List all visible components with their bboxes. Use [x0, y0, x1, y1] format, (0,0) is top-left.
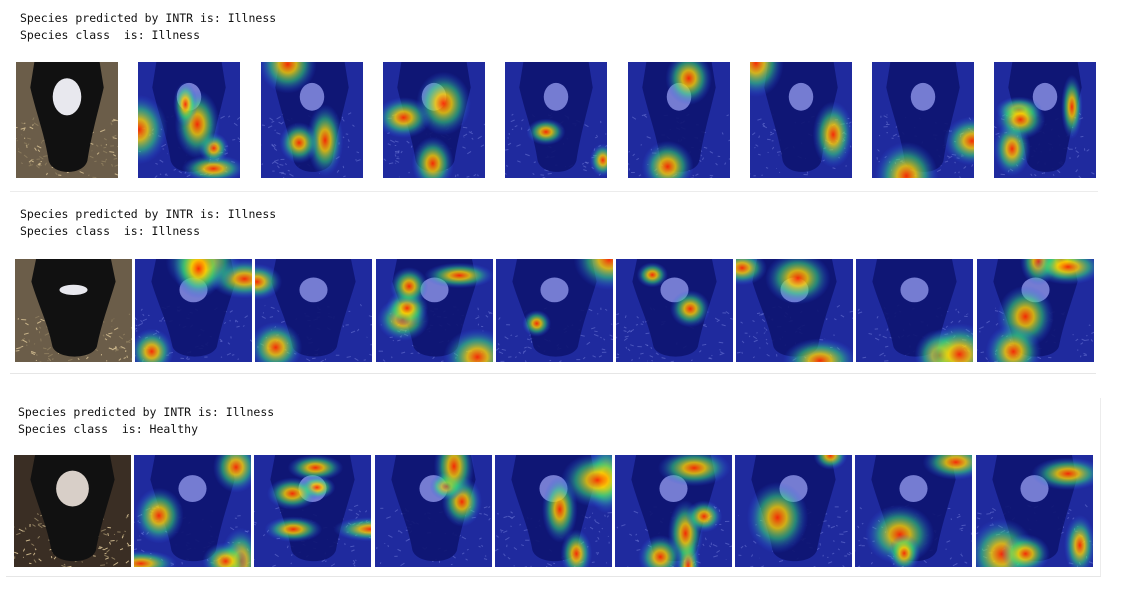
- attention-heatmap-3: [382, 62, 485, 178]
- attention-heatmap-4: [495, 259, 613, 362]
- attention-heatmap-2: [255, 259, 373, 362]
- attention-heatmap-6: [736, 259, 854, 362]
- cow-photo-original: [15, 259, 132, 362]
- attention-heatmap-2: [254, 455, 372, 567]
- attention-heatmap-2: [260, 62, 363, 178]
- attention-heatmap-6: [735, 455, 853, 567]
- class-line: Species class is: Illness: [20, 28, 201, 42]
- output-cell-2: Species predicted by INTR is: Illness Spe…: [10, 198, 1096, 374]
- attention-heatmap-1: [134, 455, 252, 567]
- attention-heatmap-7: [855, 455, 973, 567]
- class-line: Species class is: Healthy: [18, 422, 199, 436]
- attention-heatmap-8: [975, 455, 1093, 567]
- class-line: Species class is: Illness: [20, 224, 201, 238]
- attention-heatmap-5: [616, 259, 733, 362]
- output-text-2: Species predicted by INTR is: Illness Spe…: [20, 206, 276, 240]
- attention-heatmap-7: [872, 62, 975, 178]
- output-text-1: Species predicted by INTR is: Illness Spe…: [20, 10, 276, 44]
- output-cell-1: Species predicted by INTR is: Illness Spe…: [10, 4, 1098, 192]
- attention-heatmap-1: [135, 259, 253, 362]
- attention-heatmap-7: [856, 259, 974, 362]
- attention-heatmap-8: [976, 259, 1094, 362]
- cow-photo-original: [14, 455, 131, 567]
- predicted-line: Species predicted by INTR is: Illness: [18, 405, 275, 419]
- attention-heatmap-3: [374, 455, 492, 567]
- output-text-3: Species predicted by INTR is: Illness Spe…: [18, 404, 274, 438]
- predicted-line: Species predicted by INTR is: Illness: [20, 11, 277, 25]
- cow-photo-original: [16, 62, 118, 178]
- attention-heatmap-8: [994, 62, 1097, 178]
- attention-heatmap-4: [505, 62, 608, 178]
- output-cell-3: Species predicted by INTR is: Illness Spe…: [6, 398, 1101, 577]
- attention-heatmap-3: [375, 259, 493, 362]
- attention-heatmap-5: [615, 455, 732, 567]
- predicted-line: Species predicted by INTR is: Illness: [20, 207, 277, 221]
- attention-heatmap-4: [494, 455, 612, 567]
- attention-heatmap-5: [627, 62, 730, 178]
- attention-heatmap-1: [138, 62, 241, 178]
- attention-heatmap-6: [749, 62, 852, 178]
